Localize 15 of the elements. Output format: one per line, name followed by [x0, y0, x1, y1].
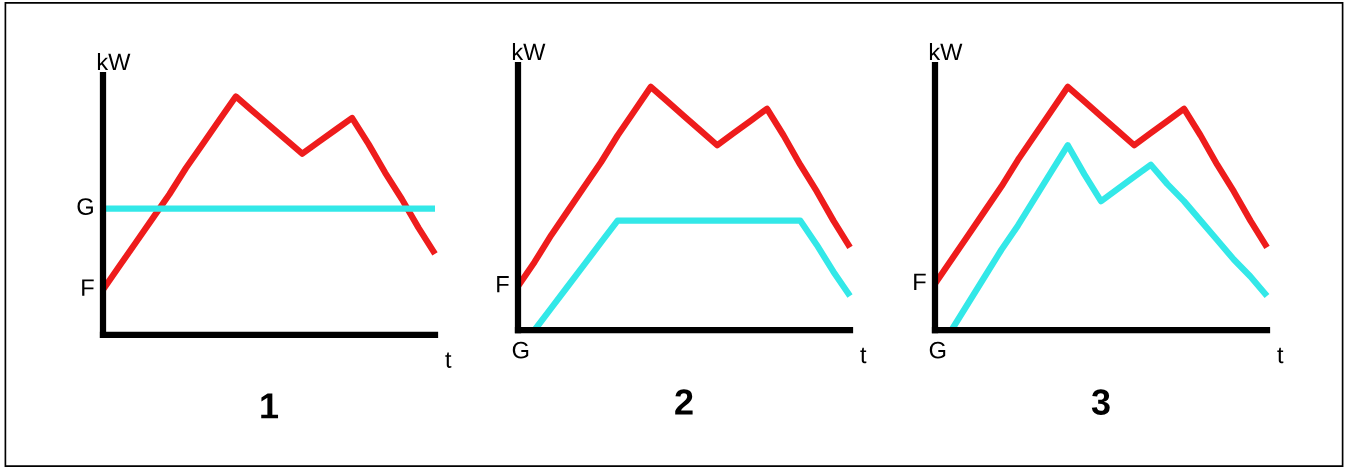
text: F: [914, 273, 926, 290]
y-axis-title: kW: [97, 52, 131, 71]
x-axis-title: t: [1277, 347, 1284, 364]
text: G: [929, 341, 946, 359]
text: 1: [261, 393, 279, 419]
y-axis-title: kW: [512, 42, 546, 61]
text: 2: [675, 389, 693, 415]
text: 3: [1091, 389, 1110, 415]
text: F: [82, 279, 94, 296]
text: F: [497, 276, 509, 293]
text: G: [512, 341, 529, 359]
x-axis-title: t: [445, 352, 452, 368]
y-axis-title: kW: [929, 42, 963, 61]
x-axis-title: t: [860, 347, 867, 364]
text: G: [77, 198, 93, 215]
